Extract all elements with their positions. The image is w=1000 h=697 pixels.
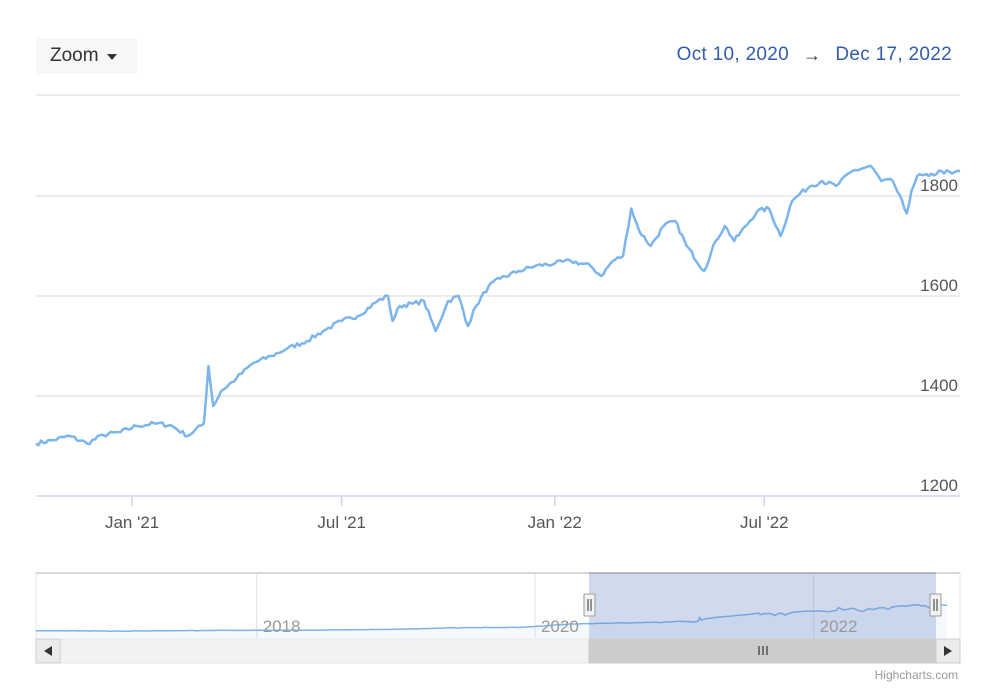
x-tick-label: Jan '21 — [105, 513, 159, 532]
credits-link[interactable]: Highcharts.com — [875, 668, 958, 682]
y-tick-label: 1200 — [920, 476, 958, 495]
navigator-right-handle[interactable] — [929, 593, 942, 617]
caret-down-icon — [106, 54, 117, 60]
arrow-right-icon: → — [803, 44, 822, 65]
price-series-line[interactable] — [35, 164, 961, 447]
y-tick-label: 1800 — [920, 176, 958, 195]
navigator-series-line — [35, 604, 948, 633]
y-tick-label: 1600 — [920, 276, 958, 295]
navigator-left-handle[interactable] — [583, 593, 596, 617]
y-tick-label: 1400 — [920, 376, 958, 395]
navigator-tick-label: 2018 — [263, 617, 301, 636]
x-tick-label: Jul '21 — [317, 513, 366, 532]
navigator-axis-labels: 2018 2020 2022 — [263, 617, 858, 636]
scrollbar[interactable] — [35, 638, 961, 664]
scrollbar-grip-icon — [758, 646, 768, 655]
x-axis: Jan '21 Jul '21 Jan '22 Jul '22 — [105, 496, 789, 532]
zoom-button[interactable]: Zoom — [36, 38, 137, 74]
navigator[interactable]: 2018 2020 2022 — [35, 572, 961, 640]
navigator-gridlines — [256, 574, 815, 638]
x-tick-label: Jan '22 — [528, 513, 582, 532]
navigator-series-area — [36, 604, 947, 638]
date-range-display: Oct 10, 2020 → Dec 17, 2022 — [677, 44, 952, 66]
navigator-tick-label: 2020 — [541, 617, 579, 636]
navigator-mask[interactable] — [589, 573, 936, 639]
to-date[interactable]: Dec 17, 2022 — [835, 44, 952, 65]
y-gridlines — [36, 195, 960, 397]
from-date[interactable]: Oct 10, 2020 — [676, 44, 790, 65]
navigator-tick-label: 2022 — [820, 617, 858, 636]
arrow-left-icon — [44, 646, 52, 656]
x-tick-label: Jul '22 — [740, 513, 789, 532]
y-axis-labels: 1200 1400 1600 1800 — [920, 176, 958, 495]
zoom-label: Zoom — [50, 45, 99, 66]
arrow-right-icon — [944, 646, 952, 656]
